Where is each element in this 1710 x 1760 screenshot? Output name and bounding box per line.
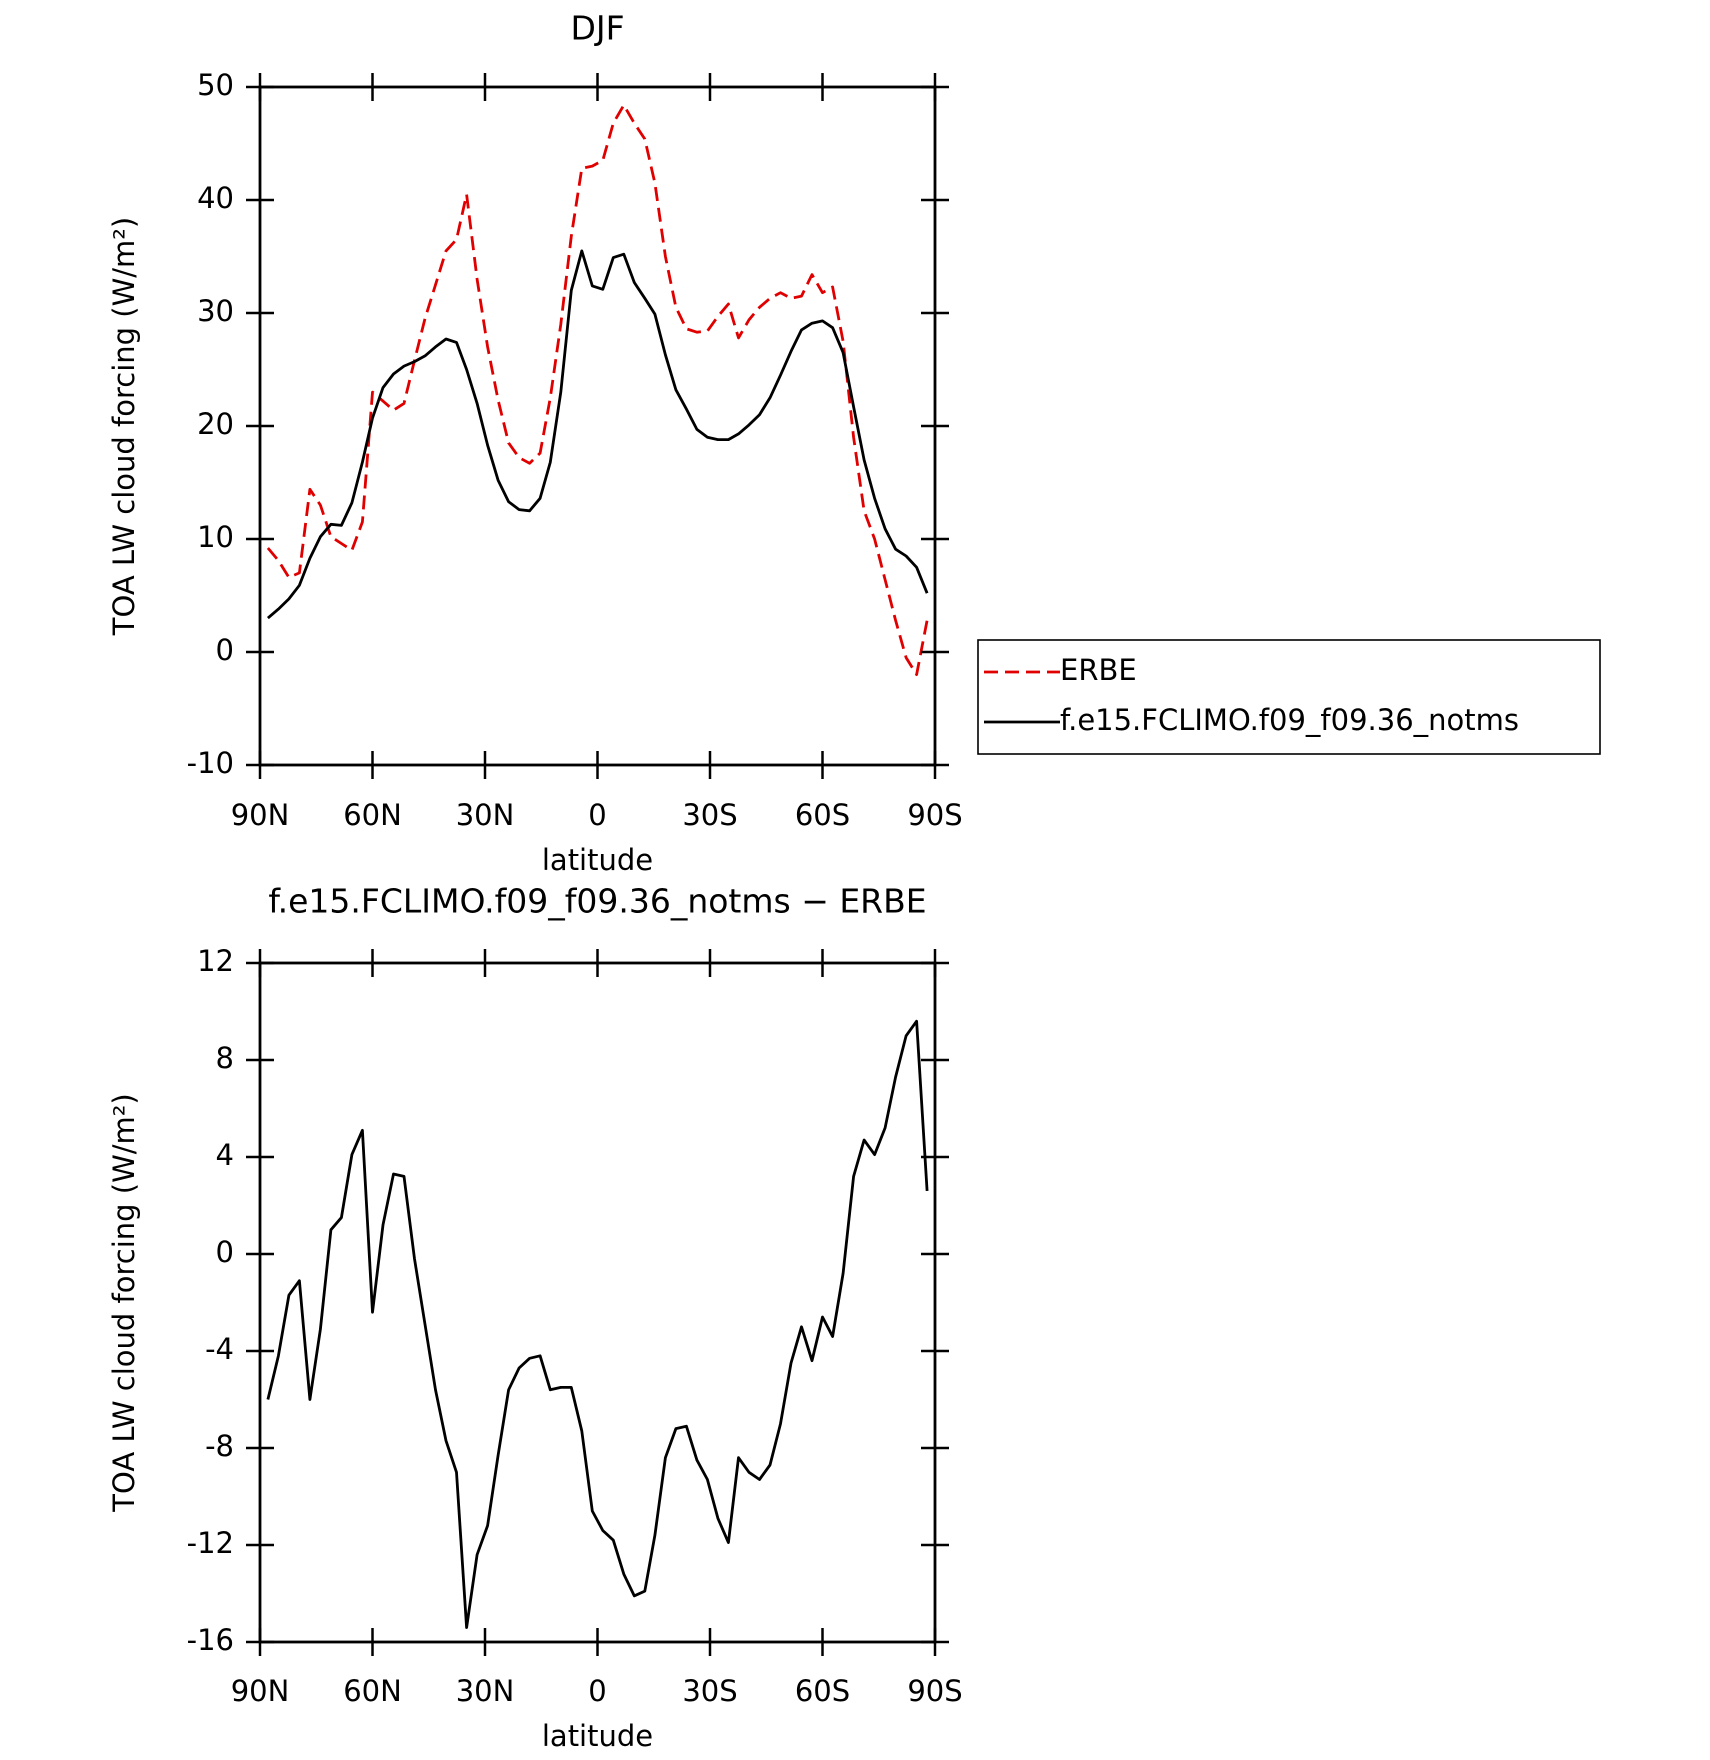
y-tick-label: -8: [205, 1429, 234, 1463]
y-tick-label: 50: [197, 68, 234, 102]
y-tick-label: 4: [216, 1138, 234, 1172]
x-tick-label: 60S: [795, 1674, 850, 1708]
y-axis-label: TOA LW cloud forcing (W/m²): [107, 1093, 141, 1512]
y-tick-label: 10: [197, 520, 234, 554]
x-tick-label: 30N: [456, 798, 515, 832]
plot-frame: [258, 85, 937, 767]
x-tick-label: 90N: [231, 798, 290, 832]
x-tick-label: 60N: [343, 798, 402, 832]
x-tick-label: 90N: [231, 1674, 290, 1708]
y-tick-label: 30: [197, 294, 234, 328]
chart-title: f.e15.FCLIMO.f09_f09.36_notms − ERBE: [268, 882, 926, 921]
y-tick-label: -10: [187, 746, 234, 780]
x-tick-label: 90S: [907, 1674, 962, 1708]
y-tick-label: 12: [197, 944, 234, 978]
y-tick-label: 0: [216, 1235, 234, 1269]
series-line: [266, 103, 929, 676]
series-line: [266, 1019, 929, 1629]
x-tick-label: 60N: [343, 1674, 402, 1708]
series-line: [266, 249, 929, 620]
x-axis-label: latitude: [542, 843, 653, 877]
y-axis-label: TOA LW cloud forcing (W/m²): [107, 217, 141, 636]
x-tick-label: 0: [588, 1674, 606, 1708]
y-tick-label: 20: [197, 407, 234, 441]
x-axis-label: latitude: [542, 1719, 653, 1753]
x-tick-label: 30S: [682, 1674, 737, 1708]
x-tick-label: 0: [588, 798, 606, 832]
y-tick-label: 40: [197, 181, 234, 215]
y-tick-label: -12: [187, 1526, 234, 1560]
legend-label: ERBE: [1060, 653, 1137, 687]
y-tick-label: 8: [216, 1041, 234, 1075]
y-tick-label: 0: [216, 633, 234, 667]
x-tick-label: 60S: [795, 798, 850, 832]
x-tick-label: 90S: [907, 798, 962, 832]
x-tick-label: 30S: [682, 798, 737, 832]
y-tick-label: -4: [205, 1332, 234, 1366]
plot-frame: [258, 961, 937, 1644]
legend-box: [977, 639, 1601, 755]
chart-title: DJF: [570, 9, 624, 48]
legend-label: f.e15.FCLIMO.f09_f09.36_notms: [1060, 703, 1519, 737]
x-tick-label: 30N: [456, 1674, 515, 1708]
y-tick-label: -16: [187, 1623, 234, 1657]
